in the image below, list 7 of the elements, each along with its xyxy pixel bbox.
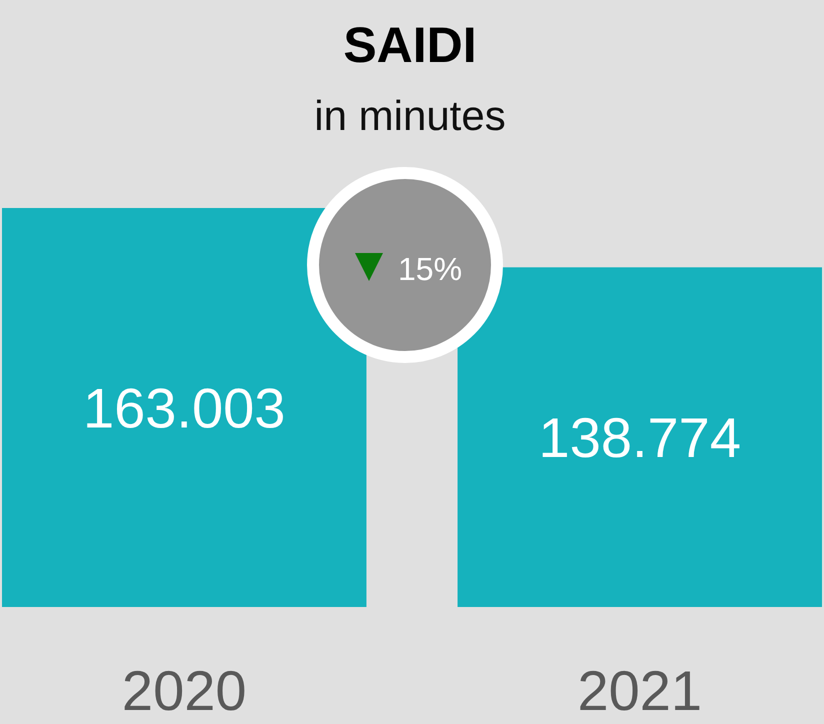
x-tick-label: 2020 <box>122 659 247 722</box>
data-label: 163.003 <box>83 376 286 440</box>
chart-subtitle: in minutes <box>314 92 506 139</box>
annotation: 15% <box>398 251 462 287</box>
chart-title: SAIDI <box>343 17 477 73</box>
data-label: 138.774 <box>538 406 741 470</box>
x-tick-label: 2021 <box>577 659 702 722</box>
